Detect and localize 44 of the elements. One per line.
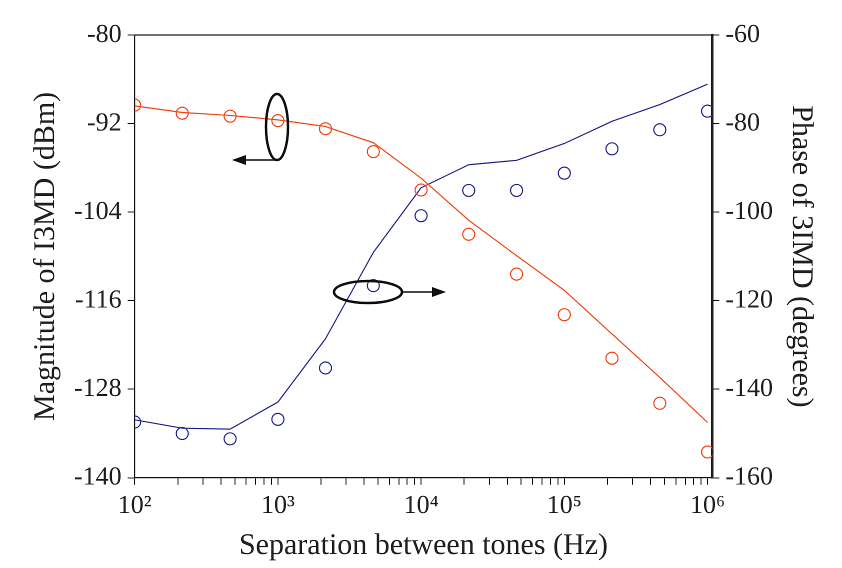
y2-tick-label: -160 bbox=[725, 462, 774, 491]
y2-tick-label: -100 bbox=[725, 196, 774, 225]
y2-tick-label: -60 bbox=[725, 18, 760, 48]
point bbox=[414, 183, 428, 197]
point bbox=[224, 432, 237, 446]
y-tick-label: -140 bbox=[74, 462, 122, 491]
point bbox=[462, 184, 476, 198]
point bbox=[558, 308, 571, 322]
point bbox=[271, 412, 284, 426]
point bbox=[366, 145, 380, 158]
x-tick-label: 10⁴ bbox=[404, 490, 439, 520]
point bbox=[318, 361, 332, 375]
point bbox=[414, 209, 428, 222]
point bbox=[462, 228, 476, 241]
point bbox=[700, 445, 712, 459]
point bbox=[318, 122, 332, 136]
y-tick-label: -128 bbox=[74, 373, 122, 402]
point bbox=[653, 123, 666, 136]
point bbox=[271, 114, 284, 128]
y-tick-label: -116 bbox=[74, 284, 122, 314]
point bbox=[366, 279, 380, 292]
y-tick-label: -104 bbox=[74, 196, 122, 225]
point bbox=[700, 104, 712, 118]
y2-tick-label: -80 bbox=[725, 107, 760, 136]
y2-tick-label: -140 bbox=[725, 373, 774, 402]
point bbox=[176, 106, 189, 120]
point bbox=[510, 184, 524, 198]
point bbox=[224, 110, 237, 123]
point bbox=[653, 396, 666, 410]
point bbox=[176, 426, 189, 440]
point bbox=[558, 166, 571, 180]
y2-axis-title: Phase of 3IMD (degrees) bbox=[786, 105, 820, 408]
y-axis-title: Magnitude of I3MD (dBm) bbox=[28, 92, 61, 421]
x-tick-label: 10⁶ bbox=[690, 490, 726, 520]
x-axis-title: Separation between tones (Hz) bbox=[238, 528, 608, 561]
point bbox=[510, 268, 524, 281]
x-tick-label: 10⁵ bbox=[546, 490, 582, 520]
y-tick-label: -92 bbox=[86, 107, 122, 136]
y-tick-label: -80 bbox=[86, 18, 122, 48]
point bbox=[605, 142, 619, 156]
y2-tick-label: -120 bbox=[725, 284, 774, 314]
point bbox=[605, 352, 619, 365]
x-tick-label: 10² bbox=[118, 490, 152, 520]
x-tick-label: 10³ bbox=[260, 490, 295, 520]
